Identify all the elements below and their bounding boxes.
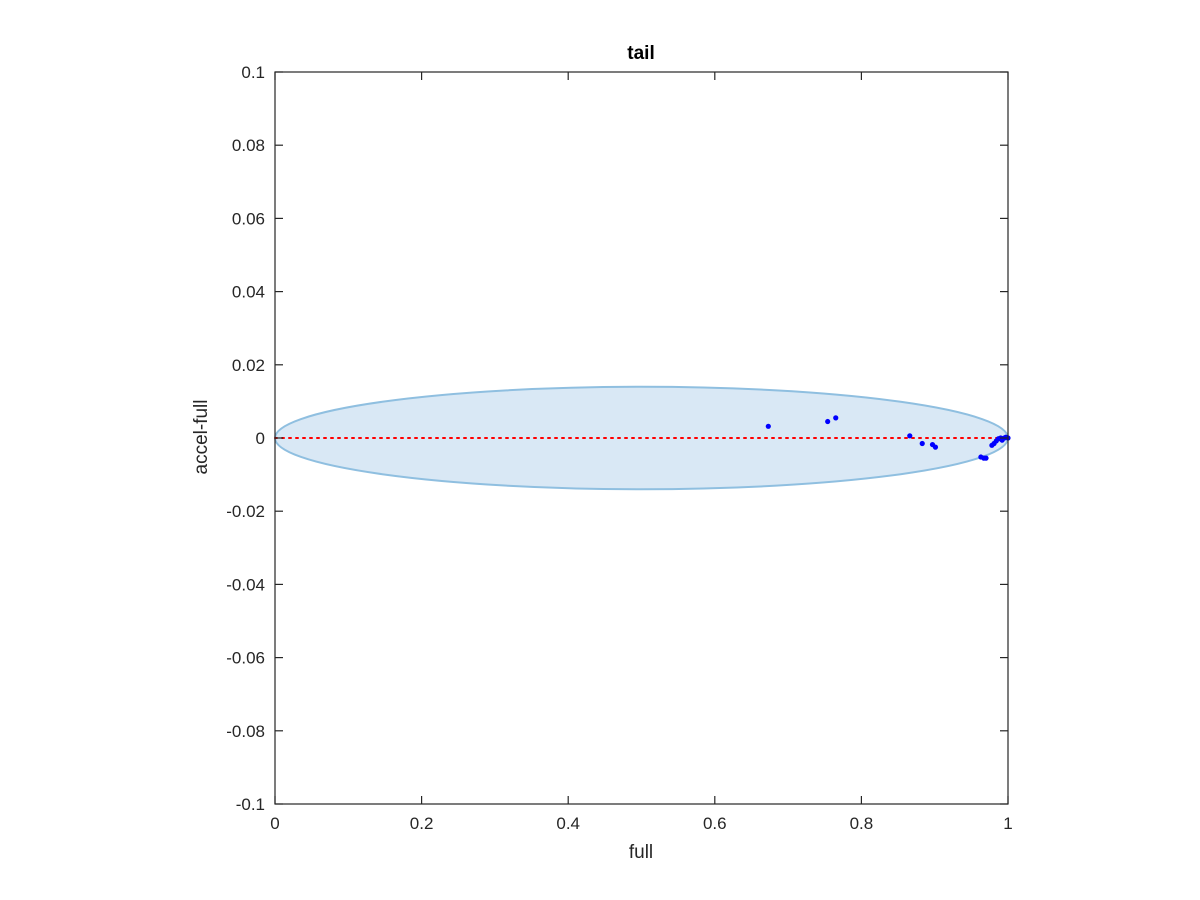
x-tick-label: 0.4	[556, 814, 580, 833]
x-axis-label: full	[629, 842, 653, 863]
y-tick-label: 0.1	[241, 63, 265, 82]
y-axis-label: accel-full	[191, 400, 212, 475]
y-tick-label: -0.08	[226, 722, 265, 741]
y-tick-label: 0.02	[232, 356, 265, 375]
y-tick-label: 0	[256, 429, 265, 448]
x-tick-label: 0.2	[410, 814, 434, 833]
data-point	[983, 455, 989, 461]
data-point	[919, 440, 925, 447]
x-tick-label: 1	[1003, 814, 1012, 833]
data-point	[907, 433, 913, 439]
y-tick-label: 0.04	[232, 283, 265, 302]
data-point	[825, 418, 831, 425]
data-point	[833, 415, 839, 421]
y-tick-label: 0.06	[232, 209, 265, 228]
axes: 0 0.2 0.4 0.6 0.8 1 -0.1 -0.08 -0.06 -0.04 -0.02 0 0…	[226, 63, 1012, 833]
y-tick-label: -0.02	[226, 502, 265, 521]
x-tick-label: 0.8	[850, 814, 874, 833]
data-point	[932, 444, 939, 450]
y-tick-label: -0.1	[236, 795, 265, 814]
chart-title: tail	[627, 43, 654, 64]
y-tick-label: -0.06	[226, 649, 265, 668]
y-tick-label: 0.08	[232, 136, 265, 155]
plot-area	[274, 385, 1011, 491]
data-point	[765, 423, 771, 429]
x-tick-label: 0	[270, 814, 279, 833]
x-tick-label: 0.6	[703, 814, 727, 833]
y-tick-label: -0.04	[226, 575, 265, 594]
